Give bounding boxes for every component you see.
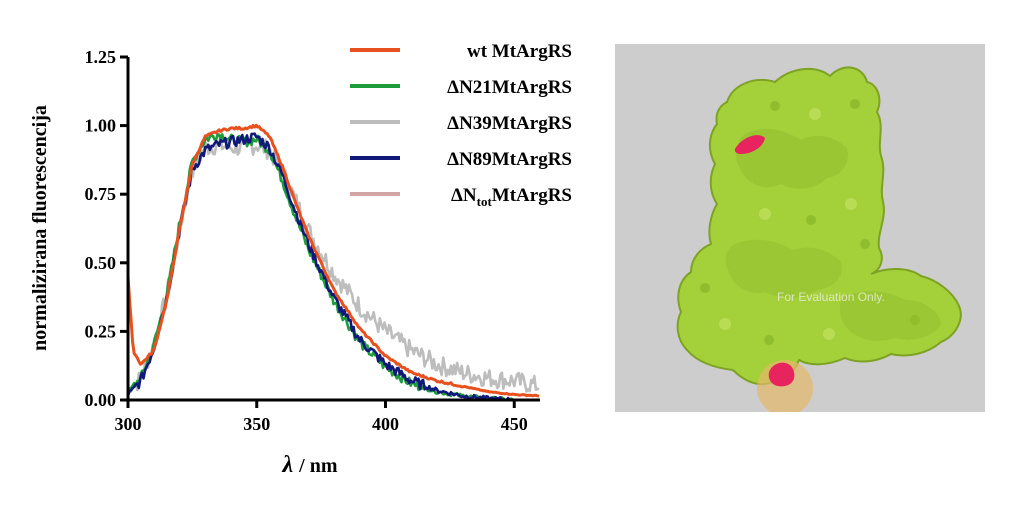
highlight-patch-bottom bbox=[768, 362, 795, 387]
x-axis-unit: / nm bbox=[298, 455, 338, 477]
series-line bbox=[126, 132, 514, 402]
y-tick-label: 0.75 bbox=[85, 184, 117, 204]
y-tick-label: 0.50 bbox=[85, 253, 117, 273]
series-line bbox=[126, 123, 540, 398]
x-tick-label: 350 bbox=[243, 414, 270, 434]
legend-label: wt MtArgRS bbox=[467, 41, 572, 62]
highlight-patch-top bbox=[734, 135, 765, 154]
legend-label-prefix: ΔN bbox=[451, 185, 477, 206]
watermark-text: For Evaluation Only. bbox=[777, 290, 885, 304]
protein-structure-panel: For Evaluation Only. bbox=[615, 44, 985, 412]
y-ticks: 0.00 0.25 0.50 0.75 1.00 1.25 bbox=[85, 47, 128, 410]
legend-label-suffix: MtArgRS bbox=[492, 185, 572, 206]
x-tick-label: 400 bbox=[372, 414, 399, 434]
x-ticks: 300 350 400 450 bbox=[115, 400, 528, 434]
plot-lines bbox=[126, 123, 540, 402]
y-tick-label: 0.00 bbox=[85, 390, 117, 410]
y-tick-label: 1.25 bbox=[85, 47, 117, 67]
y-tick-label: 0.25 bbox=[85, 321, 117, 341]
y-tick-label: 1.00 bbox=[85, 116, 117, 136]
x-axis-symbol: λ bbox=[282, 452, 294, 478]
series-line bbox=[126, 132, 513, 402]
legend-label-subscript: tot bbox=[477, 194, 493, 209]
y-axis-label: normalizirana fluorescencija bbox=[29, 105, 51, 351]
fluorescence-chart: 0.00 0.25 0.50 0.75 1.00 1.25 300 350 400 450 no… bbox=[29, 41, 572, 478]
legend-label: ΔNtotMtArgRS bbox=[451, 185, 572, 209]
x-tick-label: 300 bbox=[115, 414, 142, 434]
legend-label: ΔN39MtArgRS bbox=[447, 113, 572, 134]
x-axis-label: λ / nm bbox=[282, 452, 338, 478]
legend-label: ΔN89MtArgRS bbox=[447, 149, 572, 170]
x-tick-label: 450 bbox=[501, 414, 528, 434]
legend: wt MtArgRS ΔN21MtArgRS ΔN39MtArgRS ΔN89MtAr… bbox=[350, 41, 572, 209]
protein-surface-image: For Evaluation Only. bbox=[615, 44, 985, 412]
legend-label: ΔN21MtArgRS bbox=[447, 77, 572, 98]
